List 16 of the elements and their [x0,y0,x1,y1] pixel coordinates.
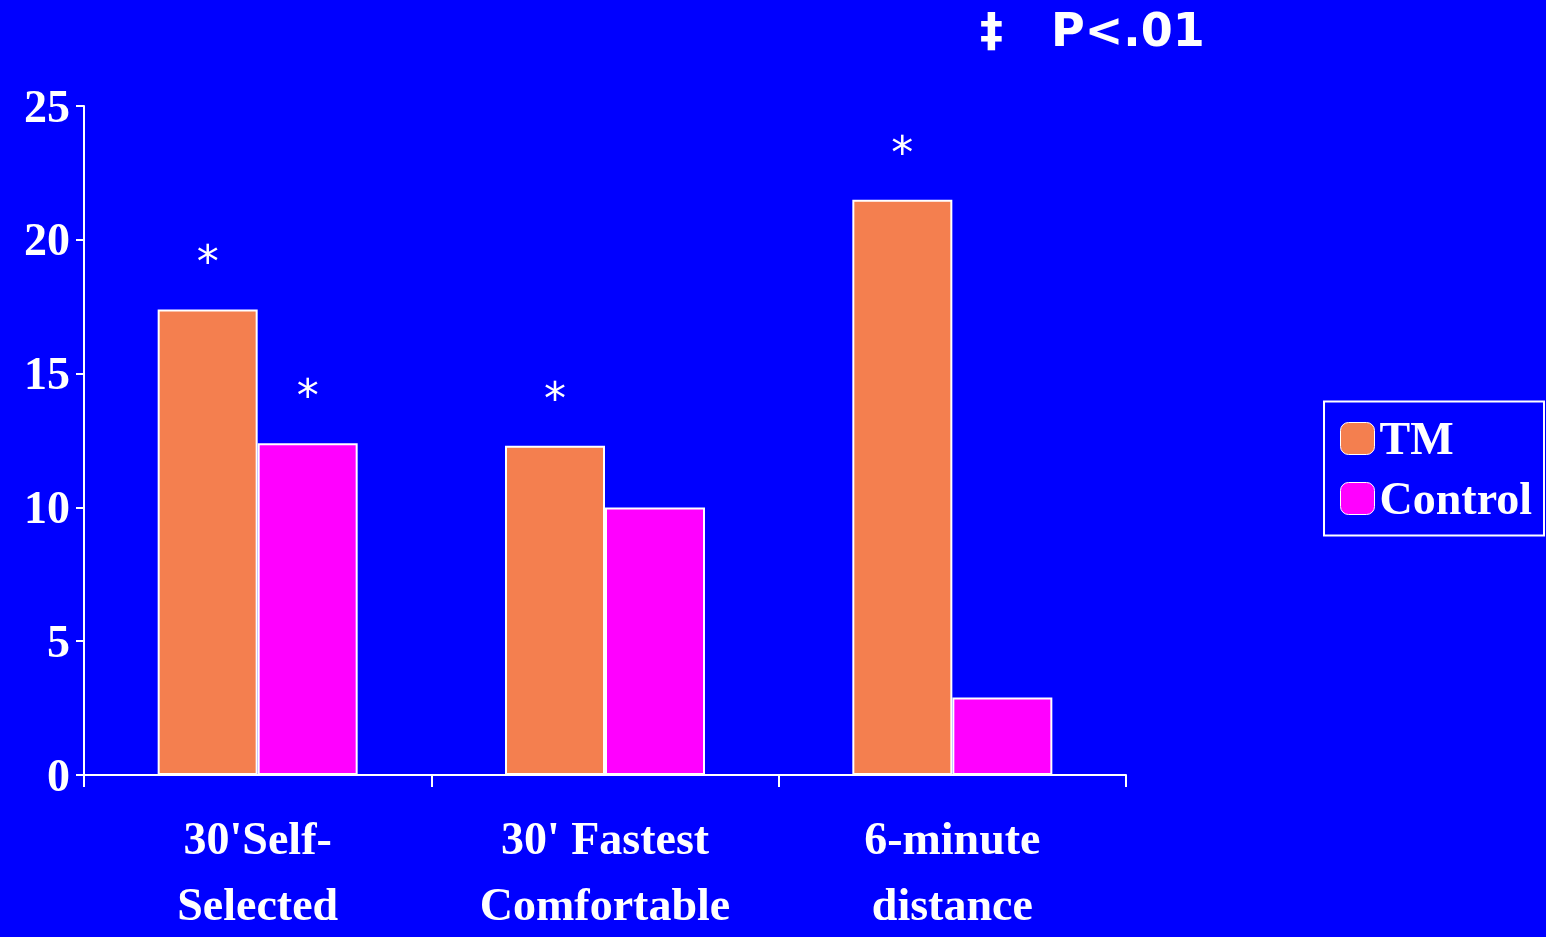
x-tick-label: 30' Fastest Comfortable [479,812,731,930]
y-tick-label: 10 [24,481,70,533]
annotation: * [891,126,914,178]
annotation: * [296,370,319,422]
y-tick-label: 5 [47,615,70,667]
y-tick-label: 0 [47,749,70,801]
y-tick-label: 15 [24,348,70,400]
annotation: * [544,372,566,424]
y-tick-label: 20 [24,214,70,266]
x-tick-label: 6-minute distance [864,812,1041,930]
legend-label: Control [1379,473,1533,524]
annotation: * [196,236,219,288]
legend-label: TM [1379,413,1454,464]
y-tick-label: 25 [24,80,70,132]
text: ‡ P<.01 [980,3,1205,57]
x-tick-label: 30'Self- Selected [177,812,339,930]
